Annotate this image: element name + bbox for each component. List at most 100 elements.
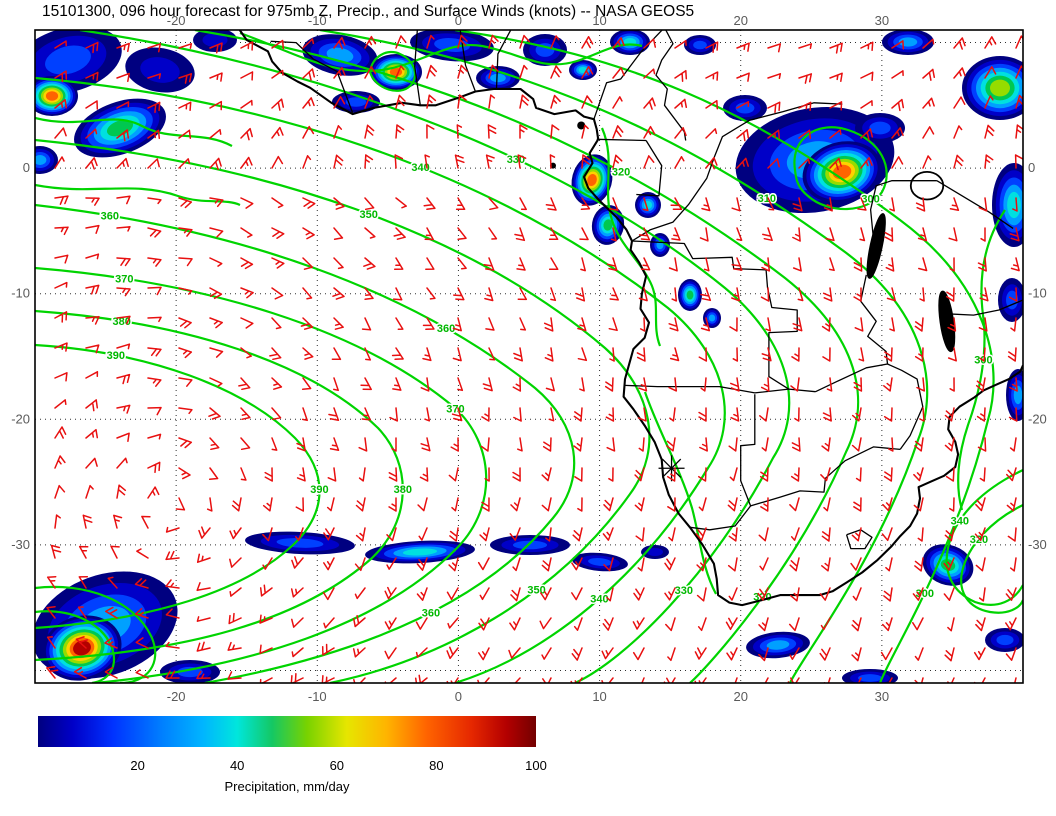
height-contour xyxy=(35,138,651,683)
country-border xyxy=(596,138,647,142)
height-contour xyxy=(35,610,116,683)
axis-tick-label: -10 xyxy=(1028,286,1047,301)
axis-tick-label: -20 xyxy=(167,689,186,704)
country-border xyxy=(655,30,687,141)
precip-blob xyxy=(647,548,663,556)
precip-blob xyxy=(1013,385,1023,405)
axis-tick-label: 30 xyxy=(875,689,889,704)
wind-barbs-path xyxy=(46,34,1023,683)
contour-label: 360 xyxy=(422,607,440,619)
map-layers: 3903903803803703703603603603503503403403… xyxy=(35,30,1023,683)
precip-blob xyxy=(996,634,1014,646)
axis-tick-label: 0 xyxy=(455,689,462,704)
height-contour xyxy=(194,30,860,683)
precip-blob xyxy=(140,57,180,83)
lake xyxy=(866,213,886,279)
precip-blob xyxy=(708,314,716,322)
wind-barb-layer xyxy=(46,34,1023,683)
contour-label: 310 xyxy=(758,193,776,205)
height-contour xyxy=(35,309,404,662)
country-border xyxy=(631,240,798,390)
country-border xyxy=(815,363,888,393)
country-border xyxy=(270,40,354,114)
precip-blob xyxy=(603,219,613,231)
precip-blob xyxy=(276,538,324,548)
colorbar-group: 20 40 60 80 100 Precipitation, mm/day xyxy=(38,716,547,794)
height-contour xyxy=(957,209,1006,511)
asterisk-marker-icon xyxy=(661,458,682,478)
contour-label: 340 xyxy=(590,594,608,606)
precip-blob xyxy=(1006,290,1018,310)
precipitation-layer xyxy=(35,30,1023,683)
precip-blob xyxy=(45,45,91,75)
colorbar-tick-label: 80 xyxy=(429,758,443,773)
axis-tick-label: -10 xyxy=(308,689,327,704)
precip-blob xyxy=(588,558,612,566)
lake xyxy=(938,290,956,353)
colorbar-tick-labels: 20 40 60 80 100 xyxy=(130,758,546,773)
station-marker-icon xyxy=(658,455,685,482)
precip-blob xyxy=(766,640,790,650)
precip-blob xyxy=(45,91,59,101)
precip-blob xyxy=(73,640,91,656)
colorbar-tick-label: 60 xyxy=(330,758,344,773)
axis-tick-label: 10 xyxy=(592,689,606,704)
height-contour xyxy=(319,30,929,683)
height-contour xyxy=(454,30,995,683)
contour-label: 360 xyxy=(101,211,119,223)
axis-tick-label: 0 xyxy=(1028,160,1035,175)
plot-frame xyxy=(34,29,1024,684)
colorbar-title: Precipitation, mm/day xyxy=(225,779,350,794)
contour-label: 390 xyxy=(310,484,328,496)
contour-label: 350 xyxy=(360,209,378,221)
axis-tick-label: -20 xyxy=(1028,411,1047,426)
country-border xyxy=(459,30,477,92)
precip-blob xyxy=(1007,191,1021,219)
colorbar-gradient xyxy=(38,716,536,747)
country-border xyxy=(869,180,937,239)
height-contour xyxy=(35,76,726,683)
axis-tick-label: -30 xyxy=(11,537,30,552)
axis-tick-label: 30 xyxy=(875,13,889,28)
contour-label: 330 xyxy=(675,585,693,597)
country-border xyxy=(740,394,901,507)
country-border xyxy=(495,30,512,90)
country-border xyxy=(414,30,421,106)
contour-label: 370 xyxy=(446,403,464,415)
geography-layer xyxy=(238,30,1023,607)
precip-blob xyxy=(693,40,707,50)
height-contour xyxy=(945,469,1023,606)
height-contour xyxy=(35,585,157,683)
precip-blob xyxy=(490,73,506,83)
axis-tick-label: -10 xyxy=(308,13,327,28)
axis-tick-label: 20 xyxy=(733,13,747,28)
contour-label: 320 xyxy=(612,167,630,179)
axis-tick-label: -10 xyxy=(11,286,30,301)
precip-blob xyxy=(35,155,47,165)
height-contour xyxy=(35,203,576,683)
country-border xyxy=(936,180,1014,229)
precip-blob xyxy=(686,290,694,300)
axis-tick-label: -30 xyxy=(1028,537,1047,552)
contour-label: 370 xyxy=(115,274,133,286)
axis-tick-label: -20 xyxy=(11,411,30,426)
island xyxy=(577,121,586,130)
precip-blob xyxy=(345,97,367,107)
axis-tick-label: 0 xyxy=(23,160,30,175)
height-contour xyxy=(368,50,417,92)
precip-blob xyxy=(990,79,1010,97)
country-border xyxy=(946,299,1023,316)
height-contour xyxy=(643,391,717,595)
axis-tick-label: -20 xyxy=(167,13,186,28)
country-border xyxy=(636,140,663,197)
precip-blob xyxy=(512,540,548,550)
contour-label: 320 xyxy=(970,534,988,546)
axis-tick-label: 0 xyxy=(455,13,462,28)
precip-blob xyxy=(869,121,891,135)
precip-blob xyxy=(402,548,438,556)
country-border xyxy=(689,505,752,531)
contour-label: 390 xyxy=(107,350,125,362)
